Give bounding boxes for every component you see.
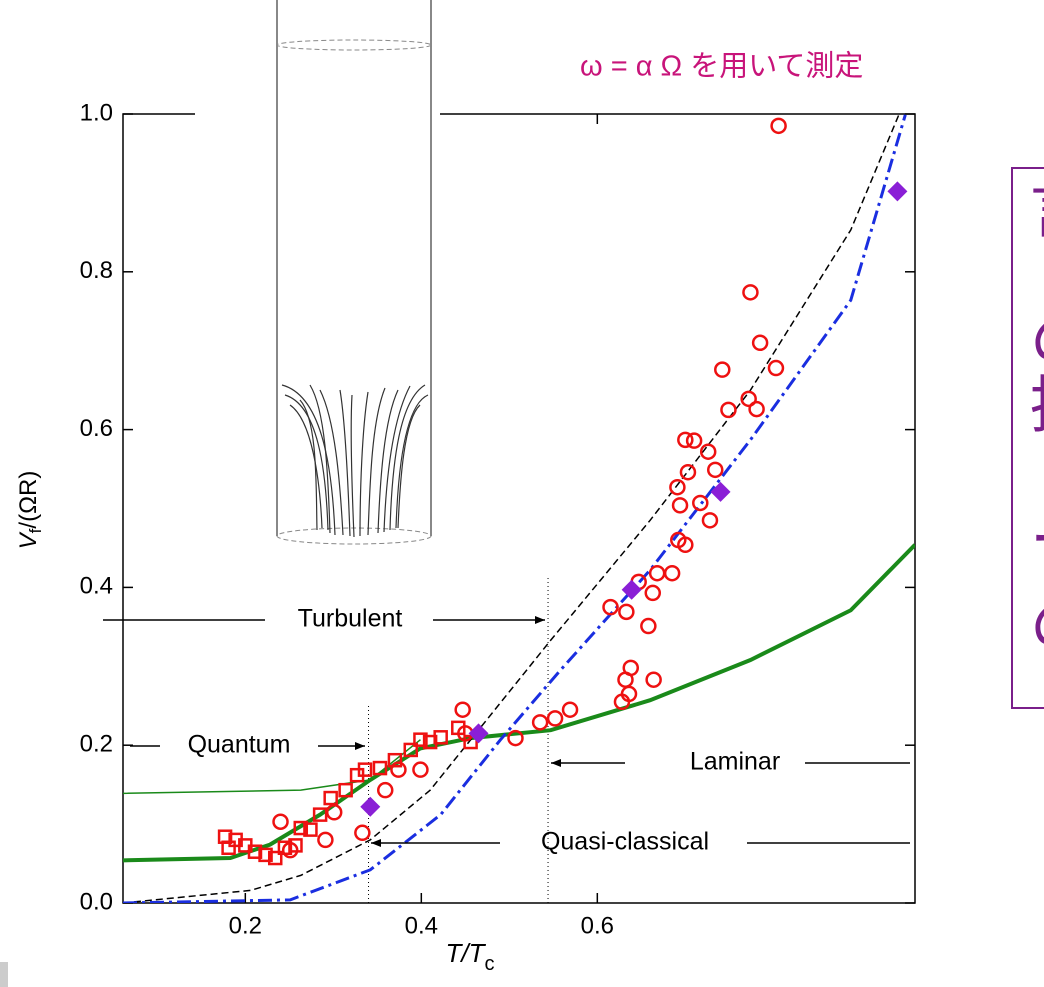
diamond-point	[887, 181, 908, 202]
circle-point	[531, 714, 549, 731]
circle-point	[325, 804, 343, 821]
circle-point	[714, 361, 731, 378]
circle-point	[272, 813, 289, 830]
plot-frame	[122, 113, 916, 904]
square-point	[221, 840, 236, 856]
square-point	[387, 752, 403, 768]
square-point	[312, 807, 328, 822]
circle-point	[376, 781, 394, 799]
circle-point	[390, 761, 407, 778]
circle-point	[679, 463, 697, 481]
square-point	[288, 838, 303, 853]
circle-point	[701, 512, 719, 529]
side-note-text: 言	[1030, 176, 1044, 245]
circle-point	[317, 831, 334, 849]
square-point	[258, 847, 273, 863]
annotation: Quasi-classical	[541, 828, 709, 856]
square-point	[323, 790, 338, 806]
square-point	[433, 730, 448, 745]
circle-point	[740, 390, 757, 408]
annotation: Laminar	[690, 748, 780, 776]
circle-point	[602, 598, 619, 616]
circle-point	[699, 443, 717, 460]
circle-point	[751, 334, 769, 352]
curve	[123, 114, 907, 903]
square-point	[357, 762, 373, 777]
diamond-point	[468, 723, 489, 744]
y-tick-label: 0.4	[80, 573, 113, 600]
circle-point	[618, 603, 635, 621]
side-box	[1011, 167, 1044, 709]
side-note-text: の	[1030, 306, 1044, 375]
square-point	[303, 822, 318, 837]
side-note-text: 持	[1030, 371, 1044, 440]
side-note-text: の	[1030, 591, 1044, 660]
circle-point	[767, 359, 785, 377]
curve	[123, 739, 421, 795]
circle-point	[671, 497, 689, 514]
square-point	[403, 742, 419, 758]
circle-point	[412, 761, 429, 778]
x-tick-label: 0.2	[229, 912, 262, 939]
circle-point	[720, 401, 737, 419]
circle-point	[644, 584, 662, 602]
square-point	[413, 732, 428, 747]
y-tick-label: 0.0	[80, 888, 113, 915]
slide-edge	[0, 962, 8, 987]
curve	[123, 543, 915, 863]
y-tick-label: 0.2	[80, 731, 113, 758]
circle-point	[770, 117, 787, 135]
diamond-point	[621, 579, 642, 600]
circle-point	[706, 461, 724, 479]
y-tick-label: 0.8	[80, 257, 113, 284]
circle-point	[354, 824, 371, 842]
header-note: ω = α Ω を用いて測定	[580, 50, 863, 83]
annotations	[103, 616, 910, 847]
y-tick-label: 0.6	[80, 415, 113, 442]
annotation: Turbulent	[298, 605, 403, 633]
circle-point	[748, 400, 765, 418]
circle-point	[677, 431, 694, 449]
y-tick-label: 1.0	[80, 99, 113, 126]
diamond-point	[710, 481, 731, 502]
circle-point	[613, 693, 631, 711]
side-note-text: ー	[1030, 506, 1044, 575]
circle-point	[617, 671, 634, 688]
x-tick-label: 0.6	[581, 912, 614, 939]
square-point	[422, 734, 438, 750]
circle-point	[281, 841, 299, 859]
diamond-point	[360, 796, 381, 817]
circle-point	[546, 710, 564, 727]
square-point	[372, 760, 388, 776]
circle-point	[685, 432, 703, 449]
circle-point	[692, 494, 709, 512]
x-axis-label: T/Tc	[446, 938, 495, 975]
circle-point	[561, 701, 579, 718]
circle-point	[640, 617, 657, 635]
circle-point	[742, 284, 759, 301]
square-point	[267, 850, 283, 866]
circle-point	[648, 564, 666, 582]
square-point	[293, 820, 309, 836]
circle-point	[663, 564, 681, 582]
inset-illustration	[195, 0, 440, 548]
circle-point	[669, 478, 686, 496]
circle-point	[677, 536, 694, 554]
y-axis-label: Vf/(ΩR)	[15, 471, 45, 550]
circle-point	[645, 671, 662, 688]
square-point	[338, 782, 353, 798]
square-point	[247, 844, 263, 859]
circle-point	[454, 701, 471, 718]
x-tick-label: 0.4	[405, 912, 438, 939]
annotation: Quantum	[188, 731, 291, 759]
circle-point	[507, 729, 524, 747]
